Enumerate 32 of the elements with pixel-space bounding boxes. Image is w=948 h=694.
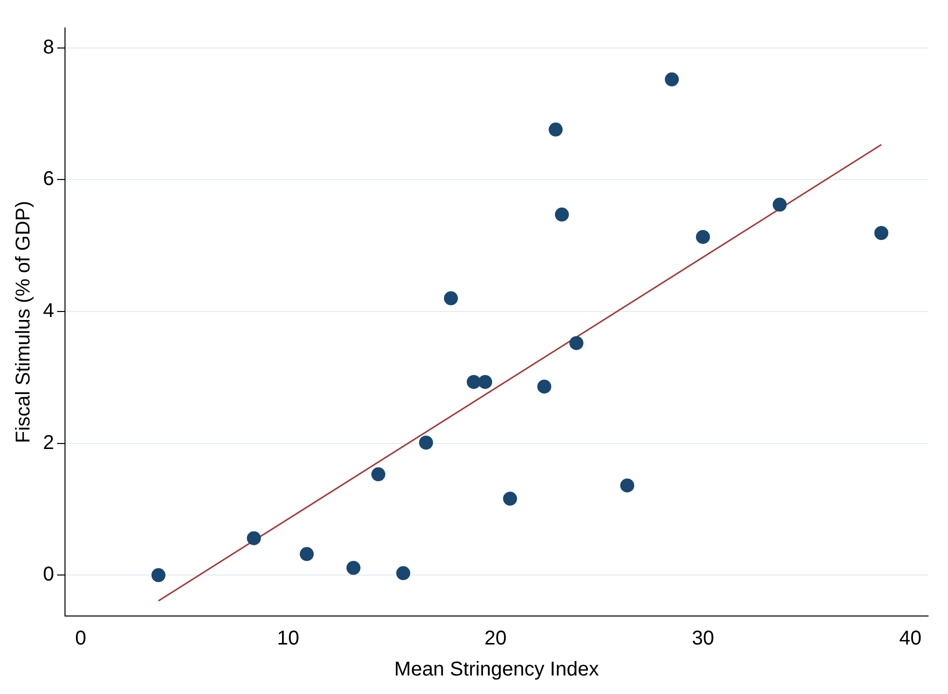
y-tick-label: 0: [43, 564, 54, 586]
point: [503, 492, 518, 506]
x-tick-label: 40: [899, 628, 922, 650]
x-axis-title: Mean Stringency Index: [394, 658, 599, 681]
point: [346, 560, 360, 575]
x-tick-label: 30: [692, 628, 714, 650]
point: [554, 208, 569, 222]
point: [396, 566, 410, 580]
y-tick-label: 8: [43, 36, 54, 58]
point: [371, 467, 386, 482]
x-tick-label: 0: [75, 628, 86, 650]
point: [548, 122, 563, 137]
point: [620, 478, 634, 492]
point: [569, 336, 584, 350]
x-tick-label: 10: [276, 628, 300, 650]
point: [772, 198, 787, 212]
y-tick-label: 4: [43, 300, 54, 322]
x-tick-label: 20: [484, 628, 507, 650]
point: [696, 230, 710, 244]
point: [419, 436, 434, 450]
point: [874, 226, 888, 240]
point: [246, 531, 261, 546]
y-axis-title: Fiscal Stimulus (% of GDP): [12, 200, 35, 444]
point: [478, 374, 492, 389]
y-tick-label: 2: [43, 432, 54, 454]
point: [466, 374, 481, 389]
point: [664, 72, 679, 86]
point: [537, 380, 552, 394]
point: [444, 291, 458, 306]
point: [300, 547, 314, 562]
point: [151, 568, 166, 582]
y-tick-label: 6: [43, 168, 54, 190]
